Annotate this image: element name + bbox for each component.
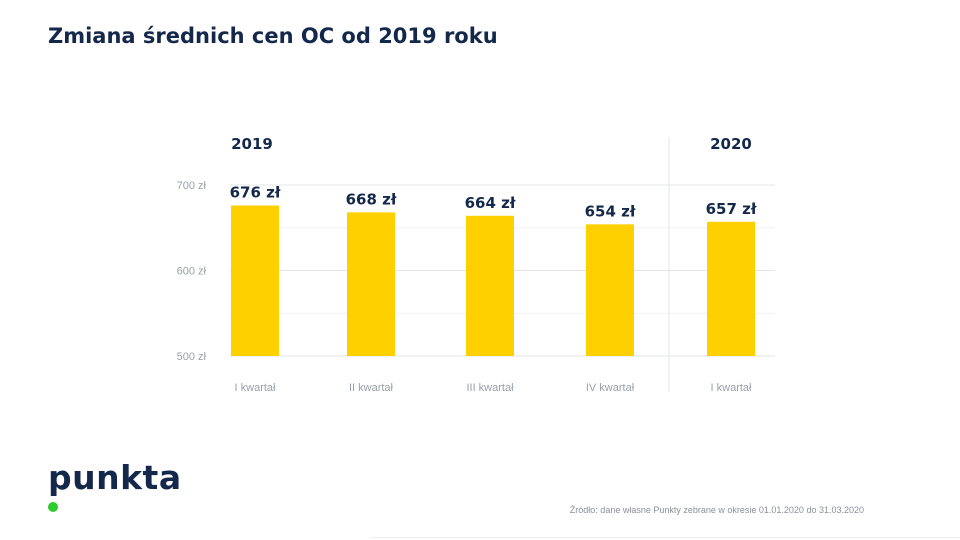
y-tick-label: 500 zł (177, 351, 207, 363)
bar (466, 215, 514, 356)
bar-value-label: 668 zł (346, 190, 397, 208)
x-tick-label: IV kwartał (586, 382, 635, 394)
bar-value-label: 654 zł (585, 202, 636, 220)
bar (586, 224, 634, 356)
bar (707, 221, 755, 356)
punkta-logo: punkta (48, 458, 182, 497)
chart-title: Zmiana średnich cen OC od 2019 roku (48, 24, 498, 48)
bar (347, 212, 395, 356)
bar-value-label: 676 zł (230, 184, 281, 202)
logo-dot-icon (48, 502, 58, 512)
x-tick-label: II kwartał (349, 382, 394, 394)
bar-value-label: 657 zł (706, 200, 757, 218)
y-tick-label: 600 zł (177, 266, 207, 278)
bar (231, 205, 279, 356)
year-group-label: 2019 (231, 135, 273, 153)
bar-value-label: 664 zł (465, 194, 516, 212)
footer-divider (370, 537, 960, 538)
source-note: Źródło: dane własne Punkty zebrane w okr… (569, 505, 864, 515)
year-group-label: 2020 (710, 135, 752, 153)
x-tick-label: III kwartał (466, 382, 514, 394)
y-tick-label: 700 zł (177, 180, 207, 192)
x-tick-label: I kwartał (235, 382, 277, 394)
x-tick-label: I kwartał (711, 382, 753, 394)
